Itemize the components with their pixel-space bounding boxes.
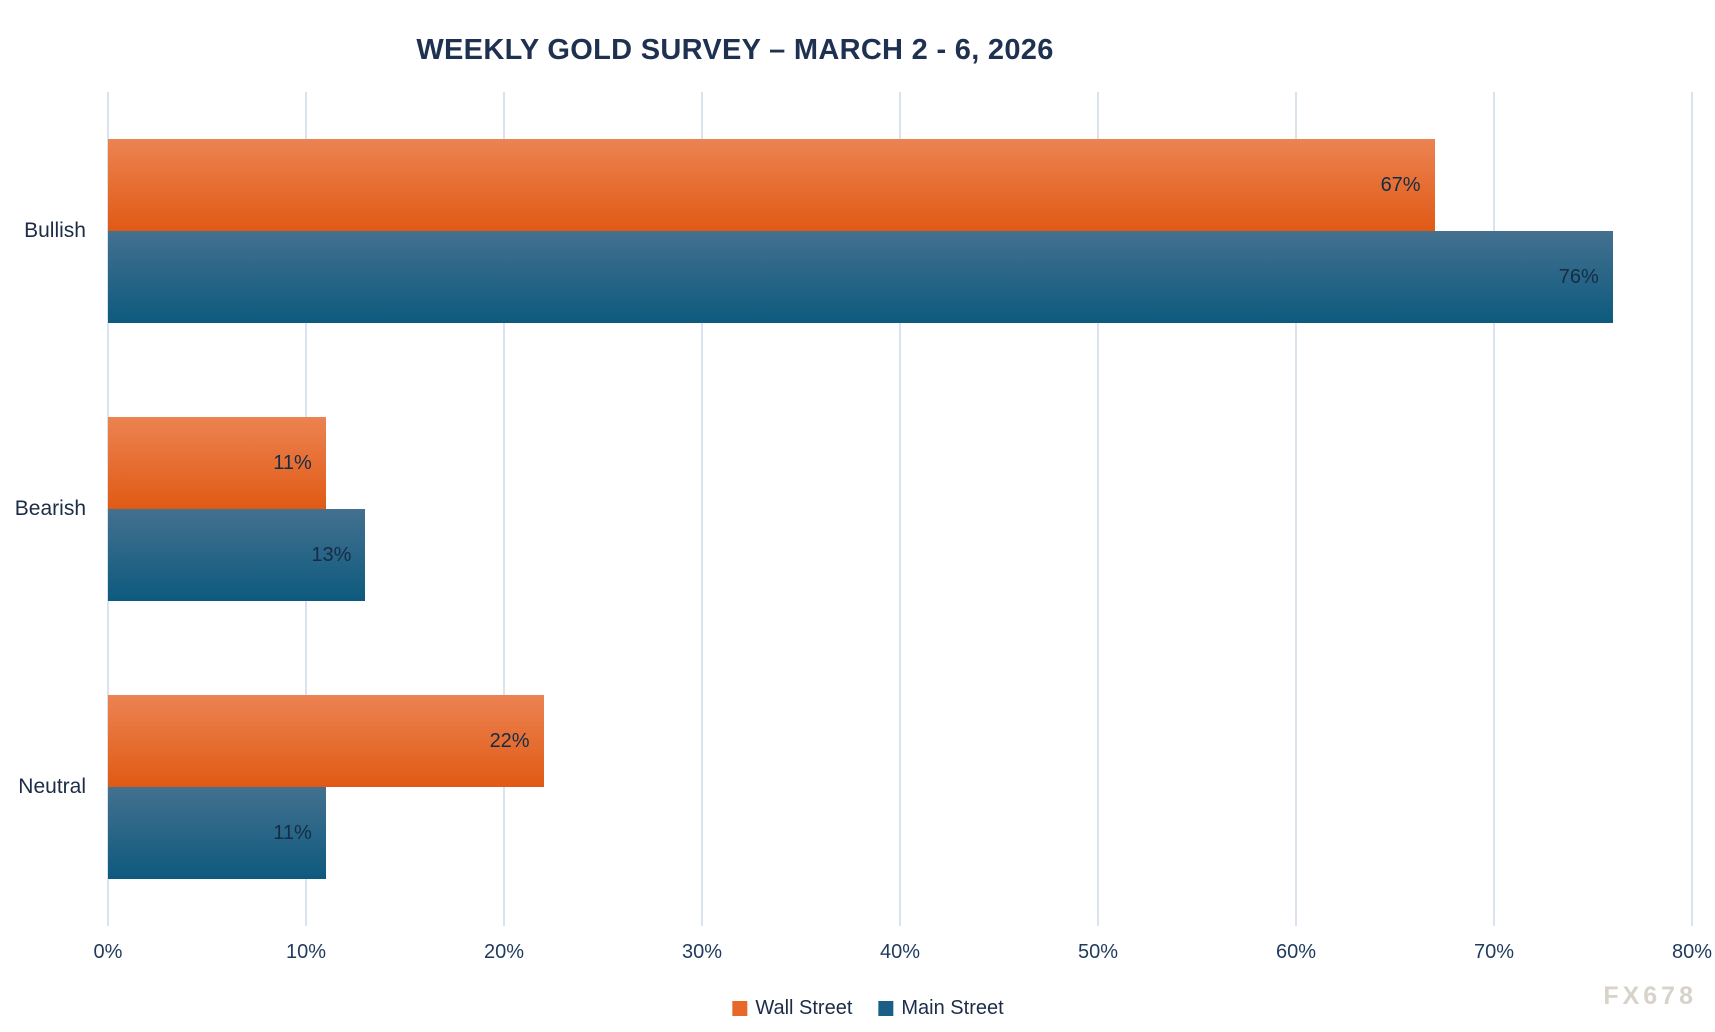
category-label: Neutral	[18, 775, 86, 798]
gridline	[899, 92, 901, 926]
gridline	[503, 92, 505, 926]
x-axis-tick-label: 40%	[879, 941, 921, 963]
chart-title: WEEKLY GOLD SURVEY – MARCH 2 - 6, 2026	[416, 34, 1054, 66]
bar-wall-street-bearish	[108, 417, 326, 509]
gridline	[1097, 92, 1099, 926]
category-label: Bullish	[24, 219, 86, 242]
x-axis-tick-label: 20%	[483, 941, 525, 963]
legend-label-wall-street: Wall Street	[755, 997, 853, 1019]
gridline	[1691, 92, 1693, 926]
x-axis-tick-label: 80%	[1671, 941, 1713, 963]
bar-main-street-bullish	[108, 231, 1613, 323]
legend-label-main-street: Main Street	[901, 997, 1004, 1019]
bar-main-street-bearish	[108, 509, 366, 601]
category-label: Bearish	[14, 497, 86, 520]
main-street-swatch-icon	[878, 1001, 894, 1016]
x-axis-tick-label: 60%	[1275, 941, 1317, 963]
x-axis-tick-label: 0%	[93, 941, 123, 963]
data-label: 11%	[273, 452, 312, 474]
data-label: 13%	[311, 544, 352, 566]
data-label: 76%	[1558, 266, 1599, 288]
wall-street-swatch-icon	[732, 1001, 748, 1016]
watermark: FX678	[1603, 982, 1697, 1010]
legend-item-wall-street: Wall Street	[732, 997, 852, 1020]
x-axis-tick-label: 50%	[1077, 941, 1119, 963]
bar-main-street-neutral	[108, 787, 326, 879]
legend-item-main-street: Main Street	[878, 997, 1004, 1020]
data-label: 22%	[489, 730, 530, 752]
bar-wall-street-neutral	[108, 695, 544, 787]
x-axis-tick-label: 10%	[285, 941, 327, 963]
data-label: 11%	[273, 822, 312, 844]
data-label: 67%	[1380, 174, 1421, 196]
gridline	[1493, 92, 1495, 926]
legend: Wall Street Main Street	[732, 997, 1004, 1020]
bar-wall-street-bullish	[108, 139, 1435, 231]
x-axis-tick-label: 30%	[681, 941, 723, 963]
x-axis-tick-label: 70%	[1473, 941, 1515, 963]
gridline	[1295, 92, 1297, 926]
gridline	[701, 92, 703, 926]
